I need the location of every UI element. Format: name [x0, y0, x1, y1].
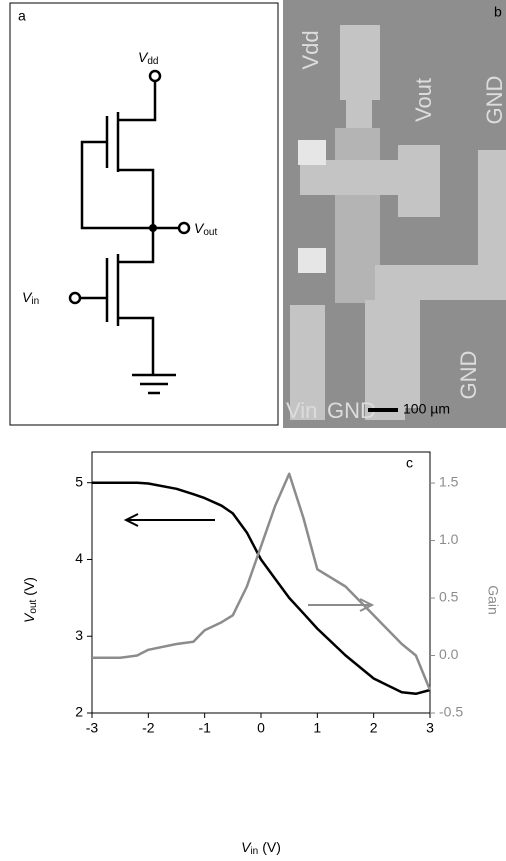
x-tick-label: 3 [426, 720, 434, 736]
series-line [92, 472, 432, 691]
panel-label: c [406, 455, 413, 471]
y-tick-label: 3 [75, 627, 83, 643]
pads [290, 25, 506, 420]
x-tick-label: 1 [313, 720, 321, 736]
y2-axis-label: Gain [485, 585, 501, 615]
pad-label: GND [456, 351, 481, 400]
terminal [177, 221, 191, 235]
plot-frame [91, 451, 431, 714]
y2-tick-label: 1.0 [439, 531, 459, 547]
vdd-label: Vdd [138, 49, 158, 67]
subscript: dd [147, 56, 158, 67]
y-axis-label: Vout (V) [21, 577, 39, 623]
subscript: out [203, 227, 217, 238]
y2-tick-label: -0.5 [439, 704, 463, 720]
panel-label: a [18, 8, 26, 24]
chart: c Vout (V) Gain Vin (V) -3 -2 -1 0 1 2 3 2 3 4 5 -0.5… [21, 451, 501, 857]
unit: (V) [262, 839, 281, 855]
pad-label: GND [327, 398, 376, 423]
panel-frame [9, 2, 279, 426]
terminal [68, 291, 82, 305]
scale-bar-label: 100 µm [403, 401, 450, 417]
x-tick-label: -2 [142, 720, 155, 736]
vout-label: Vout [194, 220, 217, 238]
y-tick-label: 2 [75, 704, 83, 720]
subscript: in [250, 846, 258, 857]
y2-tick-label: 1.5 [439, 474, 459, 490]
arrow [123, 513, 215, 527]
node [149, 224, 157, 232]
unit: (V) [21, 577, 37, 596]
series-line [92, 481, 431, 696]
panel-label: b [494, 4, 502, 20]
micrograph-panel: Vdd Vout GND GND Vin GND 100 µm b [283, 0, 506, 428]
circuit-wires [80, 81, 178, 395]
subscript: out [28, 599, 39, 613]
x-tick-label: -1 [198, 720, 211, 736]
y-tick-label: 5 [75, 473, 83, 489]
symbol: V [21, 612, 37, 623]
circuit-panel: a Vdd Vout Vin [9, 2, 279, 426]
pad-label: Vin [286, 398, 317, 423]
arrow [308, 598, 375, 612]
subscript: in [31, 296, 39, 307]
y2-tick-label: 0.5 [439, 589, 459, 605]
x-tick-label: -3 [86, 720, 99, 736]
y-tick-label: 4 [75, 550, 83, 566]
vin-label: Vin [22, 289, 39, 307]
x-axis-label: Vin (V) [241, 839, 281, 857]
symbol: V [241, 839, 252, 855]
x-tick-label: 0 [257, 720, 265, 736]
pad-label: GND [482, 76, 506, 125]
y2-tick-label: 0.0 [439, 646, 459, 662]
pad-label: Vout [411, 78, 436, 122]
x-tick-label: 2 [370, 720, 378, 736]
pad-label: Vdd [298, 30, 323, 69]
symbol: V [194, 220, 205, 236]
symbol: V [138, 49, 149, 65]
symbol: V [22, 289, 33, 305]
